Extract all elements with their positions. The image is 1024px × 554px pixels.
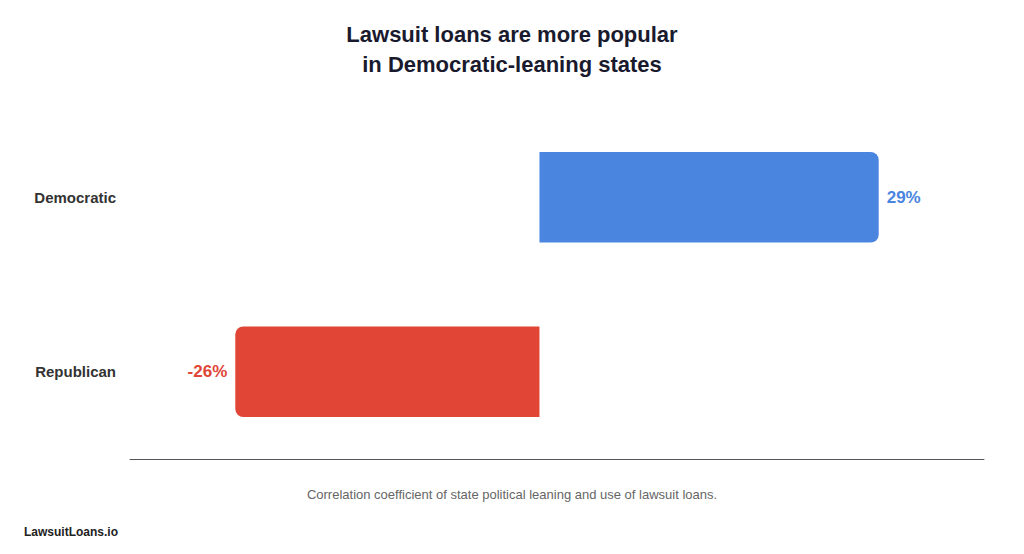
svg-text:Correlation coefficient of sta: Correlation coefficient of state politic… (307, 487, 717, 502)
svg-text:Republican: Republican (35, 363, 116, 380)
svg-text:Democratic: Democratic (34, 189, 116, 206)
svg-text:Lawsuit loans are more popular: Lawsuit loans are more popular (346, 22, 678, 47)
svg-text:29%: 29% (887, 188, 921, 207)
svg-text:in Democratic-leaning states: in Democratic-leaning states (362, 52, 662, 77)
svg-text:LawsuitLoans.io: LawsuitLoans.io (24, 525, 118, 539)
svg-text:-26%: -26% (188, 362, 228, 381)
